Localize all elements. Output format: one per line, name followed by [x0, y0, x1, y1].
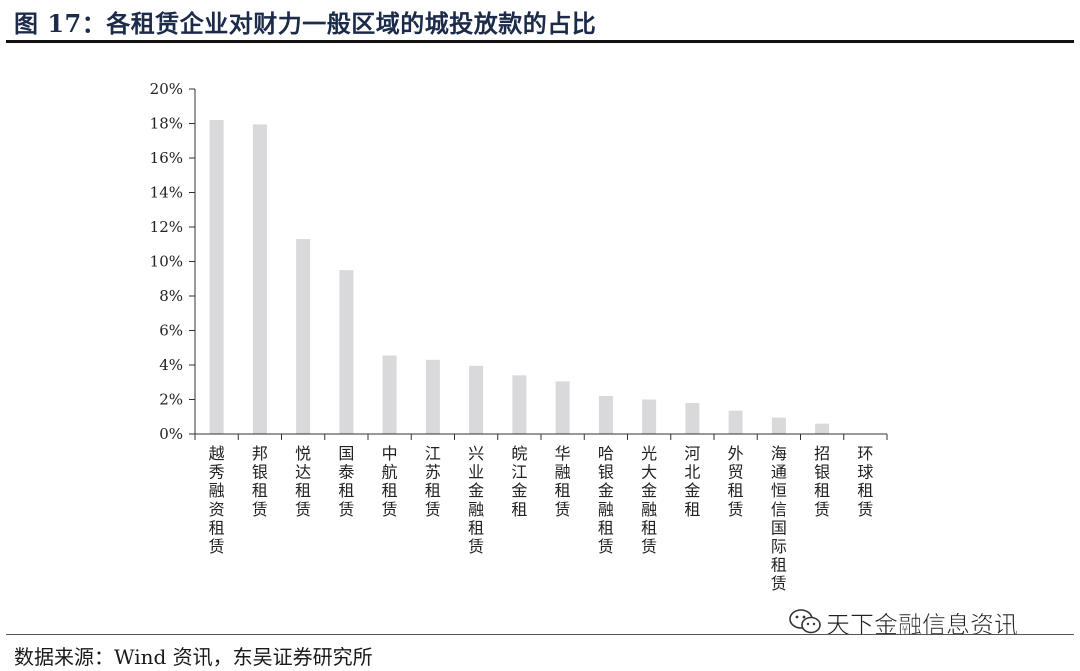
bar — [296, 239, 311, 434]
x-tick-label: 江苏租赁 — [425, 444, 441, 519]
x-tick-label: 河北金租 — [684, 444, 700, 519]
wechat-icon — [789, 609, 821, 634]
bar — [555, 381, 570, 434]
x-tick-label: 华融租赁 — [555, 444, 571, 519]
bar-group — [209, 120, 830, 435]
x-tick-label: 招银租赁 — [814, 444, 830, 519]
x-tick-label: 外贸租赁 — [728, 444, 744, 519]
y-tick-label: 4% — [159, 356, 183, 374]
x-tick-label: 哈银金融租赁 — [598, 444, 614, 556]
bar — [469, 365, 484, 434]
source-note: 数据来源：Wind 资讯，东吴证券研究所 — [14, 645, 373, 669]
x-tick-label: 皖江金租 — [511, 444, 527, 519]
y-tick-label: 18% — [150, 115, 183, 133]
y-tick-label: 8% — [159, 287, 183, 305]
bar — [339, 270, 354, 434]
y-tick-label: 12% — [150, 218, 183, 236]
y-tick-label: 14% — [150, 184, 183, 202]
source-divider — [6, 634, 1074, 635]
bar — [382, 355, 397, 434]
y-tick-label: 6% — [159, 322, 183, 340]
x-tick-label: 中航租赁 — [382, 444, 398, 519]
x-tick-label: 国泰租赁 — [338, 444, 354, 519]
bar — [815, 423, 830, 434]
y-tick-label: 16% — [150, 149, 183, 167]
bar — [728, 410, 743, 434]
x-tick-label: 海通恒信国际租赁 — [771, 444, 787, 593]
bar — [685, 402, 700, 434]
figure-title: 图 17：各租赁企业对财力一般区域的城投放款的占比 — [14, 9, 597, 38]
y-axis-ticks: 0% 2% 4% 6% 8% 10% 12% 14% 16% 18% 20% — [150, 80, 195, 443]
x-tick-label: 悦达租赁 — [295, 444, 311, 519]
title-divider — [6, 40, 1074, 43]
x-tick-label: 兴业金融租赁 — [468, 444, 484, 556]
y-tick-label: 0% — [159, 425, 183, 443]
y-tick-label: 2% — [159, 391, 183, 409]
bar — [642, 399, 657, 434]
x-axis-ticks — [194, 434, 888, 440]
x-axis-labels: 越秀融资租赁 邦银租赁 悦达租赁 国泰租赁 中航租赁 江苏租赁 兴业金融租赁 皖江金租 华融租赁… — [209, 444, 874, 593]
bar — [771, 417, 786, 434]
y-tick-label: 10% — [150, 253, 183, 271]
x-tick-label: 光大金融租赁 — [641, 444, 657, 556]
bar — [512, 375, 527, 434]
y-tick-label: 20% — [150, 80, 183, 98]
x-tick-label: 环球租赁 — [857, 444, 873, 519]
x-tick-label: 越秀融资租赁 — [209, 444, 225, 556]
bar — [598, 396, 613, 434]
bar — [425, 359, 440, 434]
x-tick-label: 邦银租赁 — [252, 444, 268, 519]
bar — [209, 120, 224, 435]
bar — [252, 124, 267, 435]
